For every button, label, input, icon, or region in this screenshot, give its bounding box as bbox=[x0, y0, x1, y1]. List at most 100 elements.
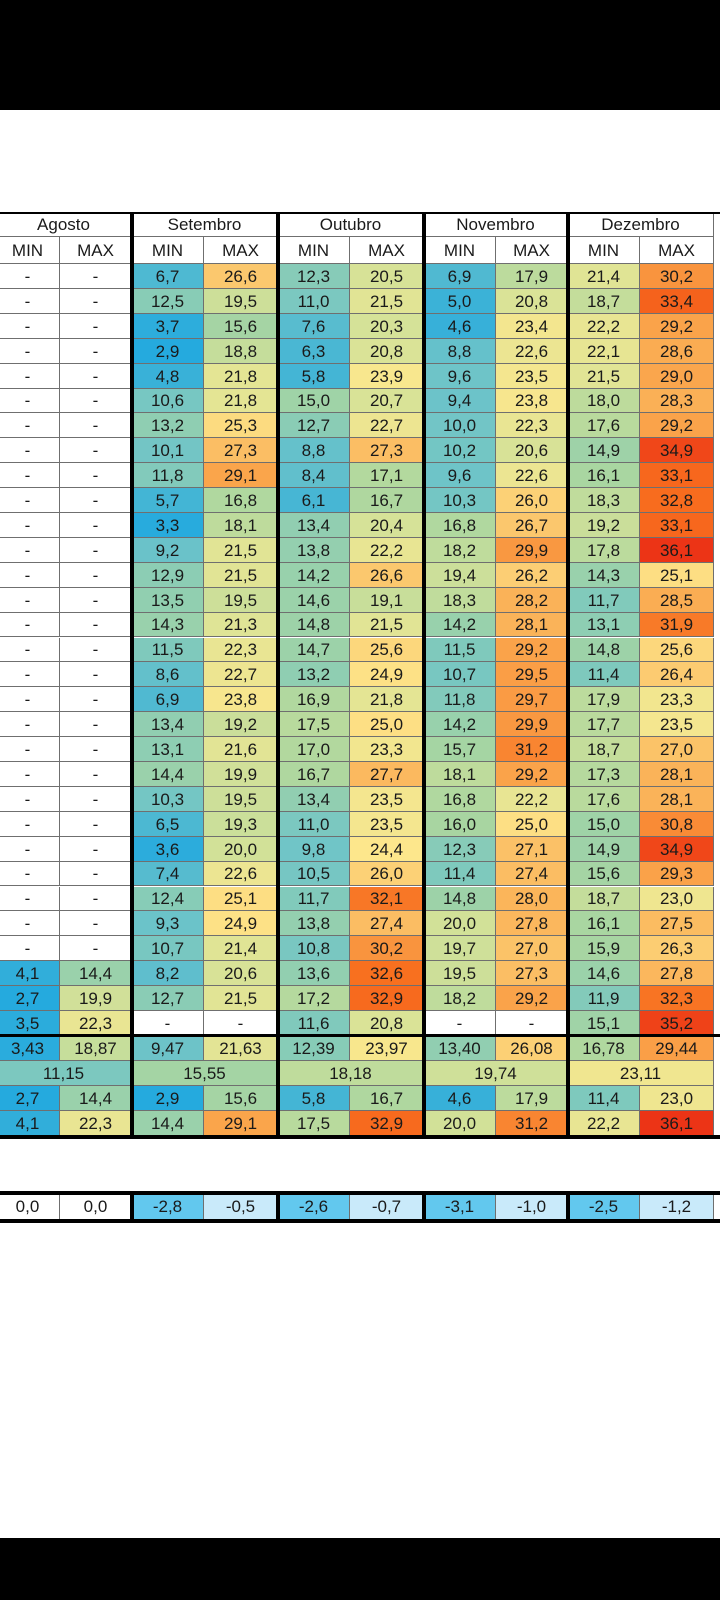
day-cell: - bbox=[60, 787, 132, 812]
day-cell: 11,9 bbox=[568, 986, 640, 1011]
day-cell: 14,3 bbox=[132, 613, 204, 637]
day-cell: - bbox=[60, 762, 132, 787]
day-cell: 28,3 bbox=[640, 389, 714, 413]
day-cell: 27,8 bbox=[640, 961, 714, 986]
day-cell: 18,1 bbox=[204, 513, 278, 538]
day-cell: 9,8 bbox=[278, 837, 350, 862]
day-cell: 6,9 bbox=[132, 687, 204, 712]
day-cell: 15,1 bbox=[568, 1011, 640, 1036]
day-cell: 23,3 bbox=[350, 737, 424, 762]
day-cell: 32,8 bbox=[640, 488, 714, 513]
day-cell: - bbox=[60, 463, 132, 488]
day-cell: 21,5 bbox=[204, 563, 278, 588]
day-cell: 28,1 bbox=[496, 613, 568, 637]
min-cell: 23,0 bbox=[640, 1086, 714, 1111]
anomaly-top-border bbox=[0, 1191, 720, 1195]
day-cell: - bbox=[60, 812, 132, 837]
min-header: MIN bbox=[132, 237, 204, 264]
day-cell: 22,3 bbox=[60, 1011, 132, 1036]
table-top-border bbox=[0, 212, 720, 214]
day-cell: - bbox=[0, 413, 60, 438]
anomaly-cell: -2,6 bbox=[278, 1194, 350, 1220]
day-cell: 11,4 bbox=[568, 662, 640, 687]
day-cell: 14,4 bbox=[60, 961, 132, 986]
day-cell: 21,5 bbox=[204, 538, 278, 563]
anomaly-cell: 0,0 bbox=[0, 1194, 60, 1220]
day-cell: 10,3 bbox=[424, 488, 496, 513]
day-cell: - bbox=[0, 438, 60, 463]
max-cell: 20,0 bbox=[424, 1111, 496, 1136]
day-cell: 14,6 bbox=[278, 588, 350, 613]
day-cell: 14,6 bbox=[568, 961, 640, 986]
day-cell: 9,6 bbox=[424, 463, 496, 488]
day-cell: - bbox=[0, 513, 60, 538]
overall-average-cell: 18,18 bbox=[278, 1061, 424, 1086]
day-cell: 25,0 bbox=[350, 712, 424, 737]
day-cell: 24,9 bbox=[350, 662, 424, 687]
day-cell: 29,9 bbox=[496, 538, 568, 563]
day-cell: 2,9 bbox=[132, 339, 204, 364]
day-cell: - bbox=[60, 538, 132, 563]
day-cell: 5,7 bbox=[132, 488, 204, 513]
day-cell: - bbox=[0, 662, 60, 687]
day-cell: 28,1 bbox=[640, 787, 714, 812]
day-cell: 17,6 bbox=[568, 413, 640, 438]
min-cell: 2,7 bbox=[0, 1086, 60, 1111]
day-cell: - bbox=[0, 264, 60, 289]
day-cell: 20,0 bbox=[204, 837, 278, 862]
min-cell: 16,7 bbox=[350, 1086, 424, 1111]
day-cell: 27,8 bbox=[496, 911, 568, 936]
day-cell: 3,3 bbox=[132, 513, 204, 538]
anomaly-cell: -0,5 bbox=[204, 1194, 278, 1220]
day-cell: 14,3 bbox=[568, 563, 640, 588]
day-cell: 13,4 bbox=[132, 712, 204, 737]
day-cell: 32,1 bbox=[350, 887, 424, 911]
overall-average-cell: 15,55 bbox=[132, 1061, 278, 1086]
min-cell: 4,6 bbox=[424, 1086, 496, 1111]
month-divider bbox=[130, 212, 134, 1136]
day-cell: 19,4 bbox=[424, 563, 496, 588]
day-cell: 13,5 bbox=[132, 588, 204, 613]
day-cell: - bbox=[60, 339, 132, 364]
day-cell: - bbox=[60, 887, 132, 911]
day-cell: 17,9 bbox=[568, 687, 640, 712]
day-cell: 20,6 bbox=[204, 961, 278, 986]
day-cell: 11,7 bbox=[278, 887, 350, 911]
month-divider bbox=[276, 212, 280, 1136]
day-cell: - bbox=[60, 911, 132, 936]
day-cell: 16,7 bbox=[278, 762, 350, 787]
month-header: Dezembro bbox=[568, 212, 714, 237]
min-cell: 5,8 bbox=[278, 1086, 350, 1111]
day-cell: 18,2 bbox=[424, 538, 496, 563]
day-cell: 22,3 bbox=[204, 638, 278, 662]
day-cell: 26,6 bbox=[350, 563, 424, 588]
day-cell: 22,6 bbox=[204, 862, 278, 886]
day-cell: 22,7 bbox=[350, 413, 424, 438]
day-cell: - bbox=[0, 862, 60, 886]
day-cell: 15,9 bbox=[568, 936, 640, 961]
day-cell: - bbox=[0, 812, 60, 837]
month-header: Outubro bbox=[278, 212, 424, 237]
day-cell: 17,9 bbox=[496, 264, 568, 289]
day-cell: 11,0 bbox=[278, 289, 350, 314]
day-cell: - bbox=[60, 862, 132, 886]
anomaly-cell: -0,7 bbox=[350, 1194, 424, 1220]
day-cell: 16,8 bbox=[424, 513, 496, 538]
day-cell: 10,3 bbox=[132, 787, 204, 812]
day-cell: 14,4 bbox=[132, 762, 204, 787]
day-cell: 12,7 bbox=[278, 413, 350, 438]
day-cell: 5,0 bbox=[424, 289, 496, 314]
day-cell: - bbox=[0, 463, 60, 488]
month-header: Novembro bbox=[424, 212, 568, 237]
day-cell: 25,1 bbox=[640, 563, 714, 588]
day-cell: 27,3 bbox=[496, 961, 568, 986]
max-cell: 14,4 bbox=[132, 1111, 204, 1136]
min-cell: 14,4 bbox=[60, 1086, 132, 1111]
day-cell: 3,6 bbox=[132, 837, 204, 862]
day-cell: 18,8 bbox=[204, 339, 278, 364]
day-cell: - bbox=[60, 737, 132, 762]
status-bar-area bbox=[0, 0, 720, 110]
day-cell: 22,1 bbox=[568, 339, 640, 364]
day-cell: 23,5 bbox=[350, 787, 424, 812]
average-cell: 29,44 bbox=[640, 1036, 714, 1061]
